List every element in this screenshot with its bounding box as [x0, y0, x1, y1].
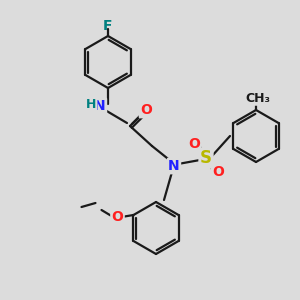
Text: O: O — [212, 165, 224, 179]
Text: N: N — [94, 99, 106, 113]
Text: S: S — [200, 149, 212, 167]
Text: N: N — [168, 159, 180, 173]
Text: H: H — [86, 98, 96, 112]
Text: F: F — [103, 19, 113, 33]
Text: O: O — [188, 137, 200, 151]
Text: O: O — [140, 103, 152, 117]
Text: O: O — [112, 210, 123, 224]
Text: CH₃: CH₃ — [245, 92, 271, 104]
